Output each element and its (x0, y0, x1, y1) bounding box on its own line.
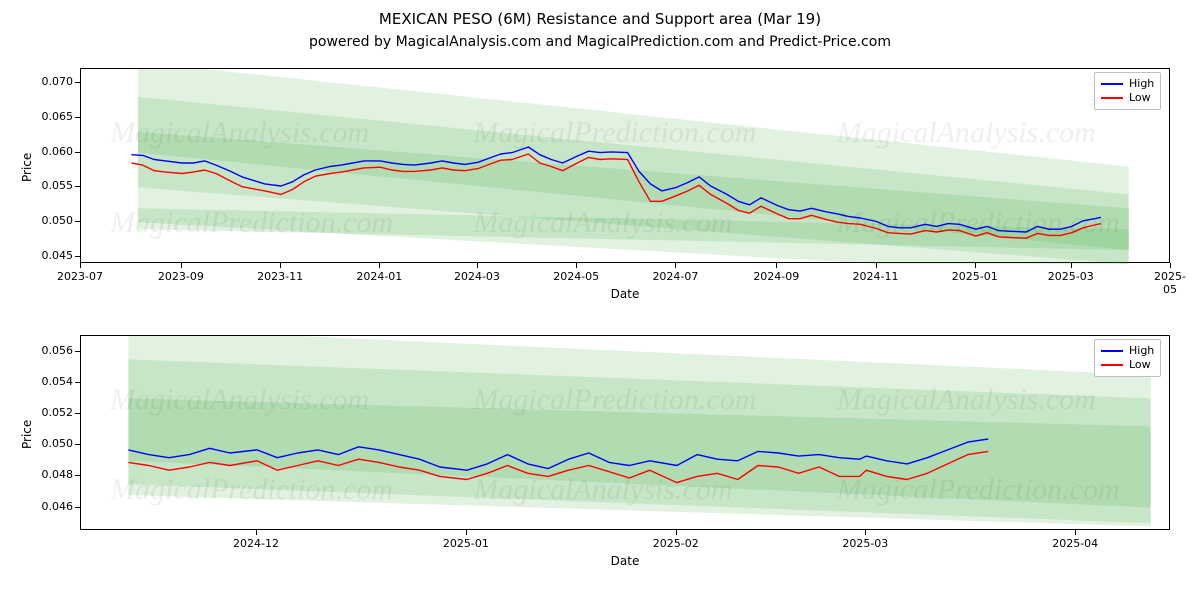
xtick-mark (256, 530, 257, 535)
ytick-mark (75, 351, 80, 352)
ytick-label: 0.052 (25, 406, 73, 419)
xtick-label: 2024-09 (753, 270, 799, 283)
xtick-label: 2024-07 (652, 270, 698, 283)
xtick-mark (1071, 263, 1072, 268)
legend-item: High (1101, 344, 1154, 358)
legend-label: High (1129, 77, 1154, 91)
xtick-label: 2024-11 (853, 270, 899, 283)
legend-swatch (1101, 364, 1123, 366)
xtick-label: 2023-11 (257, 270, 303, 283)
xtick-mark (1075, 530, 1076, 535)
ytick-label: 0.045 (25, 249, 73, 262)
xtick-mark (280, 263, 281, 268)
ytick-mark (75, 382, 80, 383)
xtick-mark (676, 530, 677, 535)
legend-label: Low (1129, 358, 1151, 372)
chart-panel-bottom: MagicalAnalysis.comMagicalPrediction.com… (80, 335, 1170, 530)
legend-label: Low (1129, 91, 1151, 105)
chart-panel-top: MagicalAnalysis.comMagicalPrediction.com… (80, 68, 1170, 263)
ytick-label: 0.048 (25, 468, 73, 481)
ytick-mark (75, 221, 80, 222)
xtick-mark (379, 263, 380, 268)
ytick-label: 0.050 (25, 214, 73, 227)
ytick-label: 0.065 (25, 110, 73, 123)
legend-swatch (1101, 350, 1123, 352)
xtick-label: 2024-05 (553, 270, 599, 283)
ytick-mark (75, 256, 80, 257)
xtick-label: 2025-01 (443, 537, 489, 550)
chart-subtitle: powered by MagicalAnalysis.com and Magic… (0, 34, 1200, 50)
xtick-mark (466, 530, 467, 535)
xtick-label: 2025-03 (842, 537, 888, 550)
xtick-label: 2024-01 (356, 270, 402, 283)
legend-item: Low (1101, 358, 1154, 372)
legend-swatch (1101, 83, 1123, 85)
ytick-mark (75, 82, 80, 83)
xtick-label: 2025-03 (1048, 270, 1094, 283)
legend-item: High (1101, 77, 1154, 91)
xtick-mark (876, 263, 877, 268)
ytick-mark (75, 444, 80, 445)
ytick-mark (75, 507, 80, 508)
ytick-label: 0.056 (25, 344, 73, 357)
xtick-label: 2023-07 (57, 270, 103, 283)
ytick-mark (75, 186, 80, 187)
legend-top: High Low (1094, 72, 1161, 110)
xtick-label: 2024-12 (233, 537, 279, 550)
xtick-mark (975, 263, 976, 268)
legend-label: High (1129, 344, 1154, 358)
xtick-mark (865, 530, 866, 535)
chart-title: MEXICAN PESO (6M) Resistance and Support… (0, 10, 1200, 28)
xtick-label: 2025-04 (1052, 537, 1098, 550)
xtick-mark (576, 263, 577, 268)
xtick-label: 2025-02 (653, 537, 699, 550)
xlabel-bottom: Date (80, 554, 1170, 568)
ytick-mark (75, 413, 80, 414)
xtick-label: 2023-09 (158, 270, 204, 283)
ytick-mark (75, 152, 80, 153)
xtick-label: 2025-01 (952, 270, 998, 283)
ytick-mark (75, 117, 80, 118)
ytick-label: 0.054 (25, 375, 73, 388)
ylabel-top: Price (20, 152, 34, 181)
legend-swatch (1101, 97, 1123, 99)
xtick-mark (80, 263, 81, 268)
xtick-mark (776, 263, 777, 268)
xtick-mark (181, 263, 182, 268)
ylabel-bottom: Price (20, 419, 34, 448)
xtick-mark (1170, 263, 1171, 268)
legend-bottom: High Low (1094, 339, 1161, 377)
ytick-label: 0.070 (25, 75, 73, 88)
xtick-mark (675, 263, 676, 268)
xtick-label: 2024-03 (454, 270, 500, 283)
figure: MEXICAN PESO (6M) Resistance and Support… (0, 0, 1200, 600)
legend-item: Low (1101, 91, 1154, 105)
ytick-label: 0.046 (25, 500, 73, 513)
ytick-mark (75, 475, 80, 476)
xtick-mark (477, 263, 478, 268)
xlabel-top: Date (80, 287, 1170, 301)
